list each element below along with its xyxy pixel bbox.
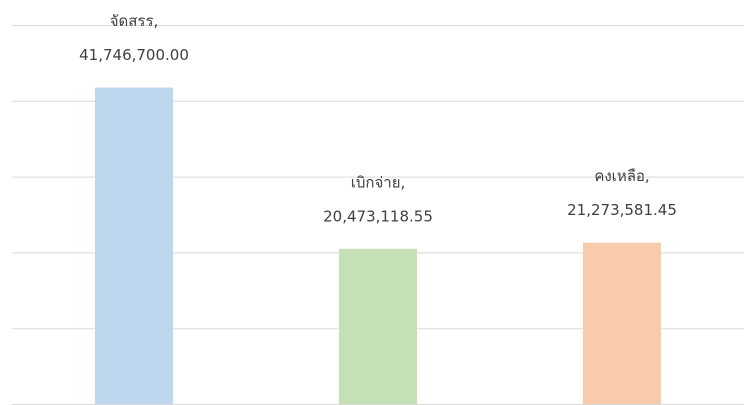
bar (95, 87, 173, 405)
data-label-category: คงเหลือ, (594, 167, 649, 185)
data-label-category: จัดสรร, (110, 12, 159, 30)
bar (583, 242, 661, 404)
data-label-value: 20,473,118.55 (323, 207, 433, 225)
data-label-category: เบิกจ่าย, (351, 173, 406, 191)
bar (339, 248, 417, 404)
data-label-value: 41,746,700.00 (79, 46, 189, 64)
data-label-value: 21,273,581.45 (567, 201, 677, 219)
